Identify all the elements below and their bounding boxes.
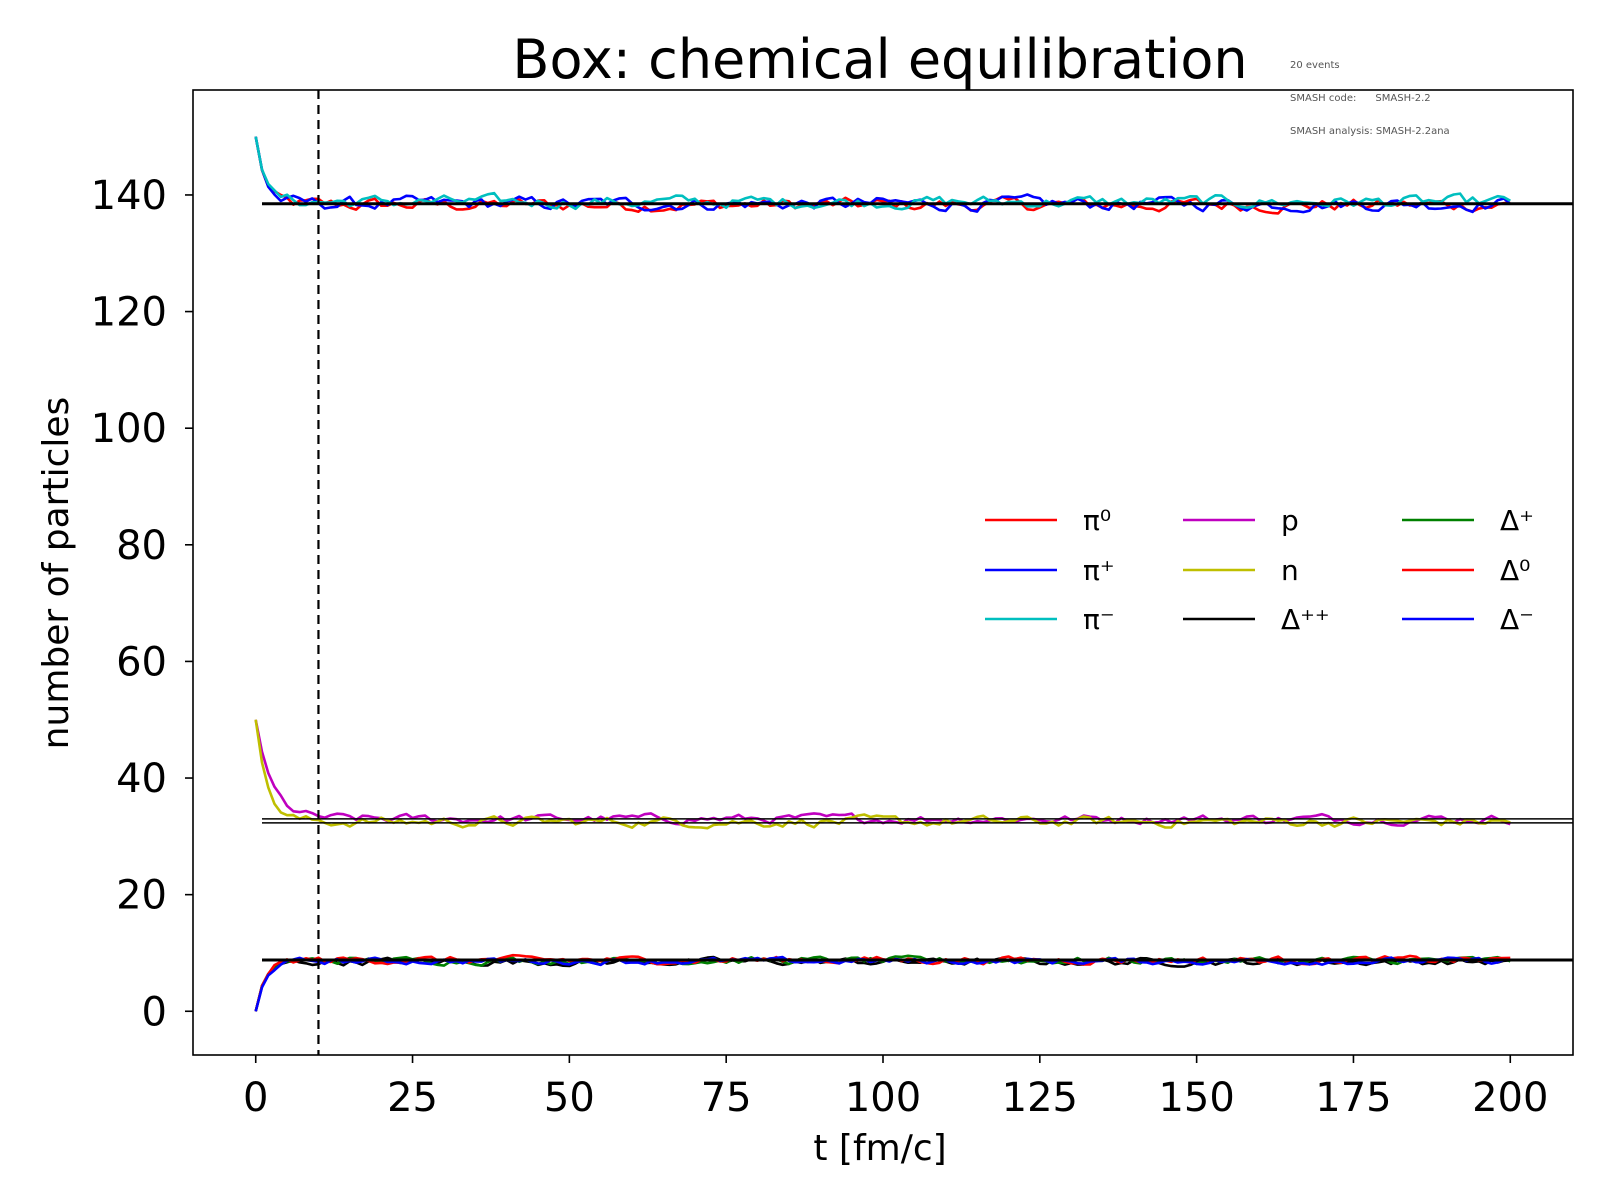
series-line <box>254 136 1511 215</box>
legend-label: Δ⁰ <box>1500 554 1530 587</box>
x-tick-label: 200 <box>1472 1075 1548 1121</box>
x-tick-label: 175 <box>1315 1075 1391 1121</box>
y-tick-label: 40 <box>116 756 167 802</box>
legend-label: Δ⁻ <box>1500 603 1534 636</box>
run-metadata: 20 events SMASH code: SMASH-2.2 SMASH an… <box>1290 38 1450 148</box>
series-line <box>254 719 1511 830</box>
legend: π⁰ π⁺ π⁻ pn Δ⁺⁺ Δ⁺ Δ⁰ Δ⁻ <box>985 504 1534 636</box>
y-tick-label: 0 <box>142 989 167 1035</box>
x-tick-label: 25 <box>387 1075 438 1121</box>
x-tick-label: 100 <box>845 1075 921 1121</box>
legend-label: n <box>1281 554 1299 587</box>
y-tick-label: 140 <box>91 173 167 219</box>
meta-line: SMASH analysis: SMASH-2.2ana <box>1290 126 1450 137</box>
y-tick-label: 20 <box>116 873 167 919</box>
meta-line: SMASH code: SMASH-2.2 <box>1290 93 1431 104</box>
y-tick-label: 60 <box>116 639 167 685</box>
x-tick-label: 0 <box>243 1075 268 1121</box>
y-tick-label: 100 <box>91 406 167 452</box>
y-tick-label: 80 <box>116 523 167 569</box>
series-line <box>254 136 1511 211</box>
series-line <box>254 719 1511 827</box>
x-axis-label: t [fm/c] <box>813 1128 946 1169</box>
plot-area <box>254 90 1573 1055</box>
meta-line: 20 events <box>1290 60 1340 71</box>
plot-frame <box>192 89 1574 1056</box>
y-axis-label: number of particles <box>36 397 77 750</box>
axes: 0 25 50 75 100 125 150 175 200 0 20 40 60 80 100 120 140 <box>91 89 1574 1121</box>
legend-label: π⁺ <box>1083 554 1115 587</box>
x-tick-label: 75 <box>701 1075 752 1121</box>
chart-title: Box: chemical equilibration <box>512 28 1247 91</box>
x-tick-label: 125 <box>1002 1075 1078 1121</box>
y-tick-label: 120 <box>91 290 167 336</box>
legend-label: π⁻ <box>1083 603 1115 636</box>
x-tick-label: 150 <box>1158 1075 1234 1121</box>
legend-label: Δ⁺⁺ <box>1281 603 1330 636</box>
plot-content <box>254 90 1573 1055</box>
legend-label: p <box>1281 504 1299 537</box>
legend-label: Δ⁺ <box>1500 504 1534 537</box>
legend-label: π⁰ <box>1083 504 1111 537</box>
x-tick-label: 50 <box>544 1075 595 1121</box>
